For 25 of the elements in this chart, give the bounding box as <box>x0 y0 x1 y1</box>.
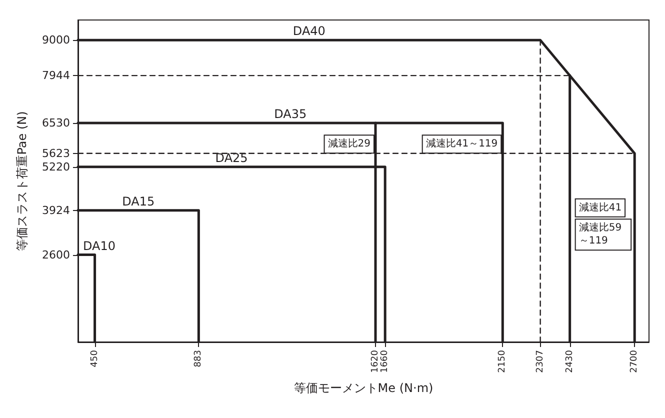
x-tick-label: 2307 <box>535 350 546 373</box>
series-label: DA35 <box>274 106 307 121</box>
y-tick-label: 5623 <box>42 146 70 160</box>
series-label: DA40 <box>292 24 326 38</box>
annotation: 減速比59～119 <box>578 222 622 247</box>
x-tick-label: 2430 <box>564 350 575 373</box>
x-tick-label: 1620 <box>370 350 380 373</box>
series-label: DA15 <box>122 194 155 208</box>
y-tick-label: 3924 <box>42 204 70 217</box>
y-tick-label: 2600 <box>42 248 70 262</box>
annotation: 減速比41～119 <box>426 138 498 150</box>
y-tick-label: 6530 <box>42 116 70 130</box>
x-tick-label: 1660 <box>380 350 390 373</box>
annotation: 減速比29 <box>328 138 371 150</box>
annotation: 減速比41 <box>578 201 622 214</box>
y-tick-label: 5220 <box>42 160 70 174</box>
y-axis-title: 等価スラスト荷重Pae (N) <box>15 111 29 251</box>
series-label: DA10 <box>82 238 116 253</box>
x-axis-title: 等価モーメントMe (N·m) <box>294 381 434 395</box>
x-tick-label: 2150 <box>498 350 508 373</box>
y-tick-label: 7944 <box>42 69 70 82</box>
y-tick-label: 9000 <box>42 34 70 47</box>
x-tick-label: 450 <box>90 350 100 368</box>
x-tick-label: 2700 <box>630 350 640 373</box>
x-tick-label: 883 <box>194 350 204 368</box>
